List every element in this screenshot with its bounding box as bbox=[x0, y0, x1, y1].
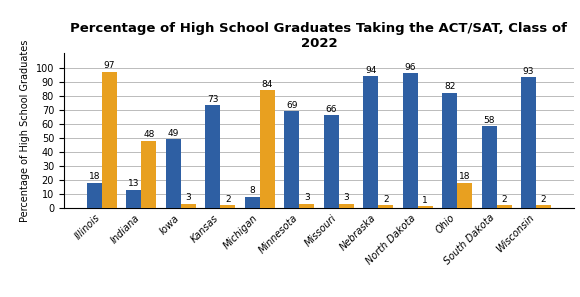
Text: 82: 82 bbox=[444, 82, 455, 91]
Text: 2: 2 bbox=[225, 195, 231, 204]
Bar bbox=[102, 72, 117, 208]
Bar bbox=[457, 183, 472, 208]
Text: 1: 1 bbox=[422, 196, 428, 205]
Bar bbox=[220, 205, 235, 208]
Bar bbox=[142, 140, 157, 208]
Bar bbox=[166, 139, 181, 208]
Bar bbox=[481, 127, 496, 208]
Text: 73: 73 bbox=[207, 95, 219, 104]
Bar bbox=[378, 205, 393, 208]
Text: 96: 96 bbox=[404, 63, 416, 72]
Text: 18: 18 bbox=[459, 172, 470, 181]
Text: 94: 94 bbox=[365, 66, 376, 75]
Text: 2: 2 bbox=[541, 195, 546, 204]
Bar bbox=[324, 115, 339, 208]
Text: 3: 3 bbox=[186, 193, 191, 202]
Bar bbox=[260, 90, 275, 208]
Text: 58: 58 bbox=[483, 116, 495, 125]
Bar bbox=[245, 197, 260, 208]
Text: 3: 3 bbox=[304, 193, 310, 202]
Y-axis label: Percentage of High School Graduates: Percentage of High School Graduates bbox=[20, 40, 30, 222]
Bar bbox=[126, 190, 142, 208]
Bar bbox=[442, 93, 457, 208]
Text: 2: 2 bbox=[501, 195, 507, 204]
Bar bbox=[536, 205, 551, 208]
Text: 93: 93 bbox=[523, 67, 534, 76]
Bar bbox=[87, 183, 102, 208]
Bar bbox=[403, 73, 418, 208]
Text: 66: 66 bbox=[325, 105, 337, 114]
Text: 13: 13 bbox=[128, 179, 140, 188]
Text: 69: 69 bbox=[286, 101, 298, 110]
Text: 18: 18 bbox=[89, 172, 100, 181]
Text: 3: 3 bbox=[343, 193, 349, 202]
Bar bbox=[339, 204, 354, 208]
Text: 49: 49 bbox=[168, 129, 179, 138]
Text: 84: 84 bbox=[262, 80, 273, 89]
Bar bbox=[181, 204, 196, 208]
Bar bbox=[299, 204, 314, 208]
Bar bbox=[496, 205, 512, 208]
Text: 2: 2 bbox=[383, 195, 389, 204]
Text: 97: 97 bbox=[104, 61, 115, 70]
Text: 48: 48 bbox=[143, 130, 155, 139]
Title: Percentage of High School Graduates Taking the ACT/SAT, Class of
2022: Percentage of High School Graduates Taki… bbox=[71, 21, 567, 50]
Bar bbox=[205, 105, 220, 208]
Text: 8: 8 bbox=[249, 186, 255, 195]
Bar bbox=[521, 77, 536, 208]
Bar bbox=[284, 111, 299, 208]
Bar bbox=[418, 206, 433, 208]
Bar bbox=[363, 76, 378, 208]
